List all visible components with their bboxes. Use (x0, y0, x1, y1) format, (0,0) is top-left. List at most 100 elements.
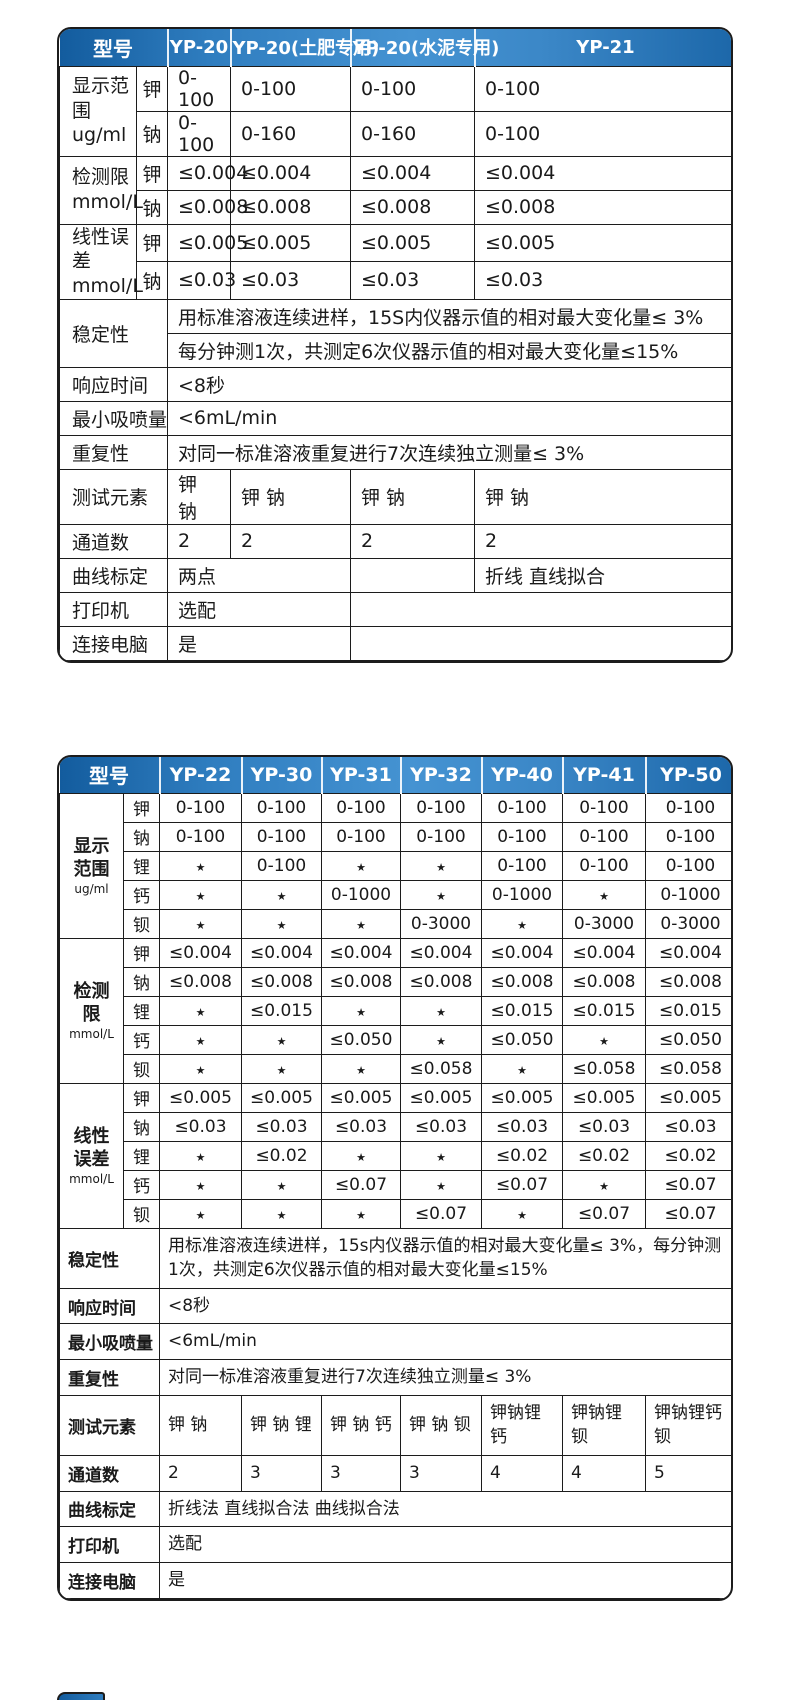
spec-row: 稳定性 用标准溶液连续进样，15s内仪器示值的相对最大变化量≤ 3%，每分钟测1次… (59, 1227, 731, 1289)
value-cell: ★ (159, 1169, 242, 1200)
value-cell: 0-3000 (645, 908, 731, 939)
row-label: 连接电脑 (59, 625, 168, 661)
value-cell: ≤0.005 (230, 223, 351, 263)
value-cell: 钾 钠 (167, 468, 231, 525)
element-label: 钠 (123, 821, 160, 852)
group-label-text: 显示 范围 (73, 835, 110, 880)
value-cell: 0-100 (481, 792, 563, 823)
value-cell: 3 (400, 1454, 482, 1492)
value-cell: ≤0.008 (230, 189, 351, 225)
group-label: 检测 限 mmol/L (59, 937, 124, 1084)
element-label: 钠 (123, 966, 160, 997)
value-cell: 0-1000 (645, 879, 731, 910)
value-cell: ★ (400, 1024, 482, 1055)
spec-row: 打印机 选配 (59, 1526, 731, 1563)
not-available-star: ★ (517, 918, 527, 932)
row-label: 稳定性 (59, 1227, 160, 1289)
value-cell: 4 (562, 1454, 646, 1492)
value-cell: ≤0.008 (167, 189, 248, 225)
not-available-star: ★ (356, 1063, 366, 1077)
model-column-header: YP-31 (320, 757, 401, 793)
value-cell: ≤0.058 (562, 1053, 646, 1084)
value-cell: ≤0.008 (321, 966, 401, 997)
value-cell: 0-100 (481, 821, 563, 852)
spec-body: 显示范围 ug/ml 钾 0-100 0-100 0-100 0-100 钠 0-100 0-16… (59, 65, 731, 661)
value-cell: 用标准溶液连续进样，15s内仪器示值的相对最大变化量≤ 3%，每分钟测1次，共测… (159, 1227, 731, 1289)
model-header-row: 型号 YP-22 YP-30 YP-31 YP-32 YP-40 YP-41 YP-50 (59, 757, 731, 793)
value-cell: ≤0.005 (400, 1082, 482, 1113)
group-label-text: 检测 限 (73, 980, 110, 1025)
element-label: 锂 (123, 1140, 160, 1171)
value-cell: ★ (159, 995, 242, 1026)
row-label: 响应时间 (59, 1287, 160, 1325)
row-label: 重复性 (59, 434, 168, 470)
value-cell: 2 (159, 1454, 242, 1492)
value-cell: 钾钠锂钙 (481, 1394, 563, 1456)
value-cell: ≤0.07 (645, 1198, 731, 1229)
value-cell: ≤0.050 (321, 1024, 401, 1055)
group-label: 线性误差 mmol/L (59, 223, 143, 300)
value-cell: ★ (400, 995, 482, 1026)
value-cell: ★ (159, 850, 242, 881)
value-cell: ★ (321, 1140, 401, 1171)
element-label: 钾 (123, 937, 160, 968)
not-available-star: ★ (195, 889, 206, 903)
not-available-star: ★ (195, 860, 206, 874)
value-cell: ≤0.03 (241, 1111, 322, 1142)
spec-row: 钙 ★ ★ ≤0.050 ★ ≤0.050 ★ ≤0.050 (60, 1024, 731, 1055)
not-available-star: ★ (436, 1150, 446, 1164)
value-cell: ≤0.07 (481, 1169, 563, 1200)
value-cell: ≤0.07 (321, 1169, 401, 1200)
row-label: 通道数 (59, 1454, 160, 1492)
model-column-header: YP-20(水泥专用) (349, 29, 499, 66)
element-label: 钾 (136, 223, 168, 263)
not-available-star: ★ (356, 1208, 366, 1222)
element-label: 钙 (123, 1024, 160, 1055)
value-cell: ≤0.005 (481, 1082, 563, 1113)
spec-row: 检测 限 mmol/L 钾 ≤0.004 ≤0.004 ≤0.004 ≤0.004 ≤0.00… (59, 937, 731, 1084)
value-cell: ≤0.008 (400, 966, 482, 997)
value-cell: ≤0.03 (167, 261, 236, 300)
not-available-star: ★ (356, 918, 366, 932)
group-label: 显示范围 ug/ml (59, 65, 137, 157)
value-cell: ★ (321, 1053, 401, 1084)
value-cell (350, 591, 731, 627)
element-label: 锂 (123, 995, 160, 1026)
value-cell: ★ (562, 1169, 646, 1200)
value-cell: ≤0.004 (350, 155, 475, 191)
not-available-star: ★ (276, 918, 287, 932)
value-cell: ≤0.004 (481, 937, 563, 968)
element-label: 钾 (123, 1082, 160, 1113)
value-cell: ≤0.008 (645, 966, 731, 997)
not-available-star: ★ (195, 1005, 206, 1019)
value-cell: ≤0.008 (350, 189, 475, 225)
value-cell: ≤0.004 (400, 937, 482, 968)
not-available-star: ★ (356, 1005, 366, 1019)
value-cell: <8秒 (159, 1287, 731, 1325)
value-cell: ★ (159, 1198, 242, 1229)
row-label: 曲线标定 (59, 1490, 160, 1528)
not-available-star: ★ (599, 1034, 609, 1048)
row-label: 响应时间 (59, 366, 168, 402)
value-cell: ★ (241, 1024, 322, 1055)
value-cell: ≤0.03 (350, 261, 475, 300)
not-available-star: ★ (276, 1034, 287, 1048)
model-column-header: YP-32 (399, 757, 482, 793)
value-cell: ≤0.02 (481, 1140, 563, 1171)
group-label-text: 线性误差 (72, 225, 130, 273)
row-label: 重复性 (59, 1359, 160, 1396)
value-cell: 钾钠锂钡 (562, 1394, 646, 1456)
value-cell: 选配 (159, 1526, 731, 1563)
spec-row: 曲线标定 两点 折线 直线拟合 (59, 557, 731, 593)
spec-row: 响应时间 <8秒 (59, 1287, 731, 1325)
spec-row: 测试元素钾 钠钾 钠钾 钠钾 钠 (59, 468, 731, 525)
value-cell: ★ (562, 1024, 646, 1055)
group-label-unit: mmol/L (69, 1027, 114, 1042)
not-available-star: ★ (195, 1208, 206, 1222)
value-cell: 0-100 (562, 821, 646, 852)
value-cell: ≤0.058 (400, 1053, 482, 1084)
value-cell: ≤0.03 (321, 1111, 401, 1142)
value-cell: 钾 钠 (230, 468, 351, 525)
model-column-header: YP-40 (480, 757, 563, 793)
spec-row: 锂 ★ ≤0.02 ★ ★ ≤0.02 ≤0.02 ≤0.02 (60, 1140, 731, 1171)
